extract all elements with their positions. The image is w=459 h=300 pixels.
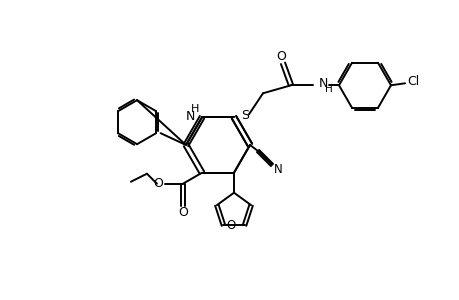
Text: Cl: Cl (406, 75, 418, 88)
Text: S: S (241, 109, 248, 122)
Text: N: N (318, 77, 327, 90)
Text: N: N (185, 110, 194, 123)
Text: H: H (325, 84, 332, 94)
Text: H: H (190, 104, 199, 114)
Text: N: N (273, 163, 282, 176)
Text: O: O (178, 206, 187, 219)
Text: O: O (275, 50, 285, 63)
Text: O: O (153, 177, 162, 190)
Text: O: O (226, 219, 235, 232)
